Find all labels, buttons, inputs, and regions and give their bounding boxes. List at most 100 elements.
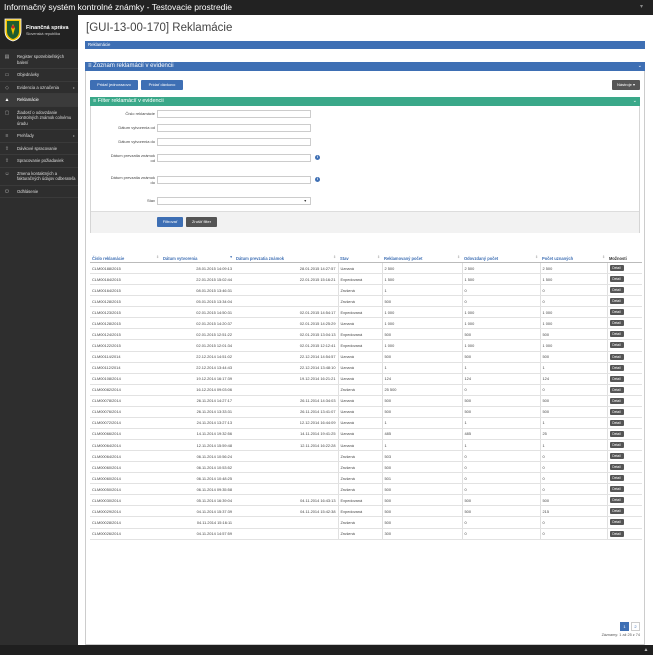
complaints-panel-header[interactable]: ≡ Zoznam reklamácií v evidencii ⌄ [85, 62, 645, 71]
clear-filter-button[interactable]: Zrušiť filter [186, 217, 217, 227]
detail-button[interactable]: Detail [609, 320, 624, 327]
pagination-info: Záznamy: 1 až 25 z 74 [601, 633, 640, 637]
claimed-count-cell: 501 [381, 472, 462, 485]
col-header-number[interactable]: Číslo reklamácie ⇕ [90, 254, 161, 263]
received-to-input[interactable] [157, 176, 311, 184]
created-date-cell: 22.12.2014 13:44:43 [161, 362, 234, 374]
col-header-received[interactable]: Dátum prevzatia známok ⇕ [234, 254, 338, 263]
detail-button[interactable]: Detail [609, 497, 624, 504]
detail-button[interactable]: Detail [609, 375, 624, 382]
add-single-button[interactable]: Pridať jednorazovo [90, 80, 138, 90]
sidebar-item-complaints[interactable]: ▲ Reklamácie [0, 94, 78, 107]
detail-button[interactable]: Detail [609, 353, 624, 360]
detail-button[interactable]: Detail [609, 331, 624, 338]
detail-button[interactable]: Detail [609, 309, 624, 316]
sort-icon: ⇕ [457, 255, 460, 259]
detail-button[interactable]: Detail [609, 298, 624, 305]
chevron-down-icon[interactable]: ▾ [639, 4, 643, 10]
sidebar-item-register[interactable]: ▤ Register spotrebiteľských balení [0, 51, 78, 69]
status-select[interactable]: ▼ [157, 197, 311, 205]
created-to-input[interactable] [157, 138, 311, 146]
sidebar-item-orders[interactable]: ▭ Objednávky [0, 69, 78, 82]
table-row: CLM00128/2015 05.01.2015 13:34:04 Zrušená 5… [90, 295, 642, 308]
page-1-button[interactable]: 1 [620, 622, 629, 631]
sidebar-item-label: Objednávky [17, 72, 40, 77]
detail-button[interactable]: Detail [609, 530, 624, 537]
col-header-handed-over[interactable]: Odovzdaný počet ⇕ [462, 254, 540, 263]
detail-button[interactable]: Detail [609, 397, 624, 404]
table-row: CLM00064/2014 12.11.2014 15:59:48 12.11.20… [90, 439, 642, 452]
received-from-input[interactable] [157, 154, 311, 162]
detail-button[interactable]: Detail [609, 287, 624, 294]
sidebar-item-request-processing[interactable]: ⇧ Spracovanie požiadaviek [0, 155, 78, 168]
table-row: CLM00028/2014 04.11.2014 15:16:11 Zrušená 5… [90, 516, 642, 529]
chevron-down-icon[interactable]: ⌄ [637, 63, 642, 69]
created-from-input[interactable] [157, 124, 311, 132]
complaint-number-cell: CLM00082/2014 [90, 384, 161, 396]
scroll-top-icon[interactable]: ▲ [643, 647, 649, 653]
sidebar-item-contact-change[interactable]: ☺ Zmena kontaktných a fakturačných údajo… [0, 168, 78, 186]
received-from-label: Dátum prevzatia známok od [85, 153, 155, 163]
chevron-down-icon[interactable]: ⌄ [632, 98, 637, 104]
sidebar-item-label: Evidencia a označenia [17, 84, 59, 90]
complaint-number-cell: CLM00128/2015 [90, 317, 161, 330]
col-header-accepted[interactable]: Počet uznaných ⇕ [540, 254, 607, 263]
received-date-cell [234, 450, 338, 463]
received-from-label-line1: Dátum prevzatia známok [110, 153, 155, 158]
detail-button[interactable]: Detail [609, 408, 624, 415]
detail-button[interactable]: Detail [609, 453, 624, 460]
panel-title: ≡ Zoznam reklamácií v evidencii [88, 63, 174, 69]
detail-button[interactable]: Detail [609, 419, 624, 426]
created-date-cell: 04.11.2014 15:37:39 [161, 505, 234, 518]
tools-dropdown-button[interactable]: Nástroje ▾ [612, 80, 640, 90]
detail-button[interactable]: Detail [609, 430, 624, 437]
info-icon[interactable]: i [315, 177, 320, 182]
complaint-number-input[interactable] [157, 110, 311, 118]
created-date-cell: 04.11.2014 15:16:11 [161, 516, 234, 529]
sidebar-item-handover-request[interactable]: ▢ Žiadosť o odovzdanie kontrolných známo… [0, 107, 78, 130]
options-cell: Detail [606, 505, 642, 518]
detail-button[interactable]: Detail [609, 464, 624, 471]
handed-over-count-cell: 0 [461, 461, 540, 474]
page-2-button[interactable]: 2 [631, 622, 640, 631]
claimed-count-cell: 500 [381, 461, 462, 474]
detail-button[interactable]: Detail [609, 364, 624, 371]
status-cell: Uznaná [337, 395, 382, 407]
detail-button[interactable]: Detail [609, 508, 624, 515]
detail-button[interactable]: Detail [609, 276, 624, 283]
breadcrumb[interactable]: Reklamácie [85, 41, 645, 49]
filter-panel-header[interactable]: ≡ Filter reklamácií v evidencii ⌄ [90, 97, 640, 106]
sidebar-item-batch-processing[interactable]: ⇧ Dávkové spracovanie [0, 143, 78, 155]
sidebar-item-logout[interactable]: ⏻ Odhlásenie [0, 186, 78, 198]
col-header-status[interactable]: Stav ⇕ [338, 254, 382, 263]
sidebar-item-evidence[interactable]: ◇ Evidencia a označenia ▸ [0, 82, 78, 94]
add-batch-button[interactable]: Pridať dávkovo [141, 80, 183, 90]
detail-button[interactable]: Detail [609, 386, 624, 393]
detail-button[interactable]: Detail [609, 519, 624, 526]
filter-button[interactable]: Filtrovať [157, 217, 183, 227]
detail-button[interactable]: Detail [609, 265, 624, 272]
table-row: CLM00066/2014 14.11.2014 19:32:56 14.11.20… [90, 428, 642, 441]
detail-button[interactable]: Detail [609, 475, 624, 482]
list-icon: ≡ [5, 133, 9, 139]
detail-button[interactable]: Detail [609, 342, 624, 349]
sidebar-item-label: Reklamácie [17, 97, 39, 102]
status-cell: Zrušená [337, 284, 382, 297]
sidebar-item-overviews[interactable]: ≡ Prehľady ▸ [0, 130, 78, 143]
status-cell: Expedovaná [337, 339, 382, 352]
info-icon[interactable]: i [315, 155, 320, 160]
detail-button[interactable]: Detail [609, 442, 624, 449]
col-header-claimed[interactable]: Reklamovaný počet ⇕ [382, 254, 462, 263]
created-from-label: Dátum vytvorenia od [118, 125, 155, 130]
claimed-count-cell: 25 500 [381, 384, 462, 396]
detail-button[interactable]: Detail [609, 486, 624, 493]
col-header-created[interactable]: Dátum vytvorenia ▾ [161, 254, 234, 263]
table-row: CLM00114/2014 22.12.2014 14:51:02 22.12.20… [90, 351, 642, 363]
handed-over-count-cell: 2 500 [461, 262, 540, 275]
options-cell: Detail [606, 351, 642, 363]
complaint-number-label: Číslo reklamácie [125, 111, 155, 116]
table-row: CLM00164/2015 08.01.2015 13:46:31 Zrušená 1… [90, 284, 642, 297]
logo[interactable]: Finančná správa Slovenská republika [0, 15, 78, 49]
complaint-number-cell: CLM00060/2014 [90, 461, 161, 474]
filter-footer: Filtrovať Zrušiť filter [91, 211, 639, 233]
